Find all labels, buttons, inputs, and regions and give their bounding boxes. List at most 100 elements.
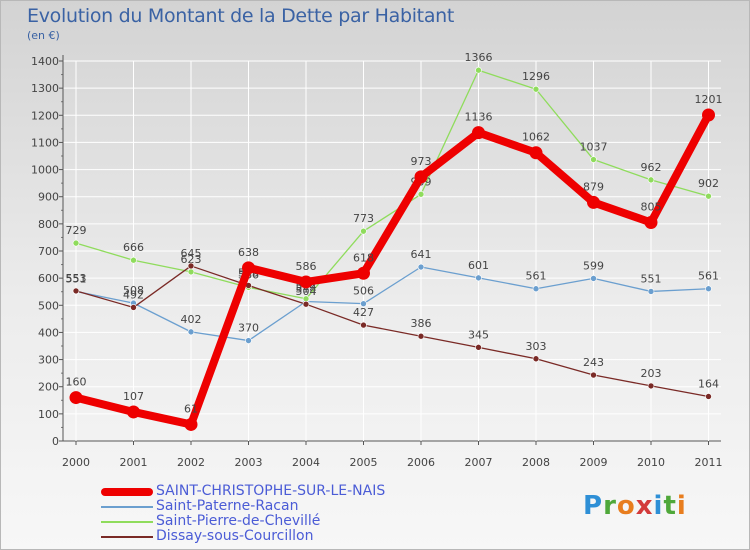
legend-swatch bbox=[101, 521, 153, 523]
x-tick-label: 2000 bbox=[62, 456, 90, 469]
data-label: 1296 bbox=[522, 70, 550, 83]
data-point bbox=[360, 227, 367, 235]
y-tick-label: 1000 bbox=[31, 164, 59, 177]
data-point bbox=[529, 146, 543, 160]
x-tick-label: 2007 bbox=[465, 456, 493, 469]
data-label: 160 bbox=[66, 376, 87, 389]
legend-label: SAINT-CHRISTOPHE-SUR-LE-NAIS bbox=[156, 483, 386, 499]
data-point bbox=[532, 285, 540, 293]
x-tick-label: 2010 bbox=[637, 456, 665, 469]
y-tick-label: 1400 bbox=[31, 55, 59, 68]
data-label: 345 bbox=[468, 328, 489, 341]
data-label: 553 bbox=[66, 272, 87, 285]
x-tick-label: 2004 bbox=[292, 456, 320, 469]
data-label: 504 bbox=[296, 285, 317, 298]
logo-letter: i bbox=[676, 491, 687, 521]
series-line bbox=[75, 265, 710, 398]
data-label: 427 bbox=[353, 306, 374, 319]
data-label: 303 bbox=[526, 340, 547, 353]
legend-label: Saint-Paterne-Racan bbox=[156, 498, 299, 514]
x-tick-label: 2011 bbox=[695, 456, 723, 469]
y-tick-label: 1300 bbox=[31, 82, 59, 95]
x-tick-label: 2009 bbox=[580, 456, 608, 469]
data-label: 551 bbox=[66, 272, 87, 285]
data-point bbox=[184, 417, 198, 431]
data-point bbox=[130, 304, 137, 311]
y-tick-label: 800 bbox=[38, 218, 59, 231]
data-label: 666 bbox=[123, 241, 144, 254]
data-label: 902 bbox=[698, 177, 719, 190]
x-tick-label: 2001 bbox=[120, 456, 148, 469]
data-point bbox=[127, 405, 140, 419]
data-label: 805 bbox=[641, 201, 662, 214]
data-point bbox=[302, 300, 310, 308]
data-label: 561 bbox=[698, 270, 719, 283]
data-point bbox=[417, 332, 425, 340]
data-point bbox=[242, 261, 255, 275]
logo-letter: t bbox=[663, 491, 677, 521]
data-point bbox=[644, 216, 658, 229]
logo-letter: o bbox=[616, 491, 636, 521]
data-label: 203 bbox=[641, 367, 662, 380]
data-label: 386 bbox=[411, 317, 432, 330]
data-point bbox=[72, 287, 80, 295]
data-point bbox=[705, 192, 712, 200]
proxiti-logo: Proxiti bbox=[583, 491, 687, 521]
data-point bbox=[414, 170, 428, 184]
x-tick-label: 2008 bbox=[522, 456, 550, 469]
data-point bbox=[590, 371, 597, 379]
data-point bbox=[475, 66, 482, 74]
x-tick-label: 2005 bbox=[350, 456, 378, 469]
x-tick-label: 2002 bbox=[177, 456, 205, 469]
data-point bbox=[472, 126, 485, 140]
logo-letter: x bbox=[635, 491, 654, 521]
y-tick-label: 100 bbox=[38, 408, 59, 421]
data-label: 773 bbox=[353, 212, 374, 225]
y-tick-label: 500 bbox=[38, 299, 59, 312]
data-label: 561 bbox=[526, 270, 547, 283]
logo-letter: r bbox=[603, 491, 617, 521]
data-point bbox=[357, 266, 370, 280]
series-line bbox=[72, 111, 713, 429]
chart-subtitle: (en €) bbox=[27, 29, 60, 42]
y-tick-label: 0 bbox=[52, 435, 59, 448]
data-point bbox=[532, 355, 540, 363]
y-tick-label: 700 bbox=[38, 245, 59, 258]
legend-label: Dissay-sous-Courcillon bbox=[156, 528, 314, 544]
data-label: 164 bbox=[698, 377, 719, 390]
x-tick-label: 2003 bbox=[235, 456, 263, 469]
data-label: 599 bbox=[583, 259, 604, 272]
chart-title: Evolution du Montant de la Dette par Hab… bbox=[27, 5, 455, 27]
data-point bbox=[647, 382, 655, 390]
series-line bbox=[75, 69, 710, 300]
data-label: 962 bbox=[641, 161, 662, 174]
legend-swatch bbox=[101, 506, 153, 508]
data-label: 492 bbox=[123, 288, 144, 301]
data-label: 370 bbox=[238, 322, 259, 335]
data-label: 402 bbox=[181, 313, 202, 326]
y-tick-label: 900 bbox=[38, 191, 59, 204]
data-label: 61 bbox=[184, 402, 198, 415]
data-point bbox=[587, 195, 600, 209]
data-point bbox=[72, 239, 80, 247]
data-point bbox=[187, 328, 195, 336]
data-point bbox=[69, 391, 83, 405]
data-point bbox=[417, 263, 425, 271]
data-label: 1136 bbox=[465, 111, 493, 124]
data-point bbox=[475, 274, 482, 282]
data-point bbox=[475, 344, 482, 351]
y-tick-label: 200 bbox=[38, 381, 59, 394]
data-point bbox=[130, 256, 137, 264]
data-point bbox=[590, 156, 597, 163]
y-tick-label: 400 bbox=[38, 326, 59, 339]
data-label: 506 bbox=[353, 285, 374, 298]
data-label: 618 bbox=[353, 251, 374, 264]
data-point bbox=[417, 190, 425, 198]
data-label: 1062 bbox=[522, 131, 550, 144]
data-label: 879 bbox=[583, 180, 604, 193]
data-label: 107 bbox=[123, 390, 144, 403]
data-label: 729 bbox=[66, 224, 87, 237]
data-label: 1037 bbox=[580, 141, 608, 154]
